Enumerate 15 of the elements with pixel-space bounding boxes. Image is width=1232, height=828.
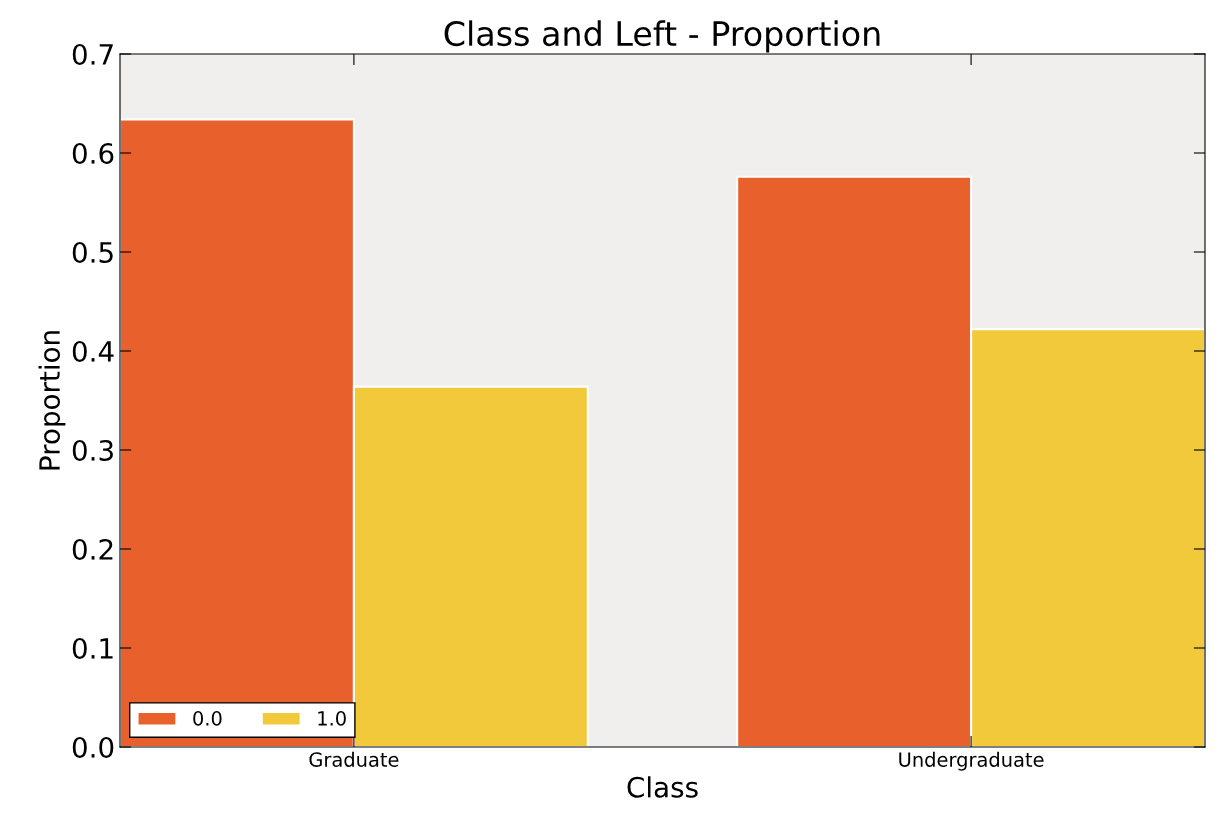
y-tick-label: 0.1 bbox=[72, 637, 113, 659]
x-tick-label: Graduate bbox=[309, 751, 399, 767]
chart-title: Class and Left - Proportion bbox=[444, 20, 880, 53]
x-tick-label: Undergraduate bbox=[899, 751, 1044, 771]
y-tick-label: 0.7 bbox=[72, 43, 113, 65]
y-tick-label: 0.4 bbox=[72, 340, 114, 362]
legend-label: 0.0 bbox=[193, 711, 222, 726]
y-tick-label: 0.2 bbox=[72, 538, 113, 560]
y-tick-label: 0.5 bbox=[72, 241, 113, 263]
y-tick-label: 0.3 bbox=[72, 439, 113, 461]
y-tick-label: 0.0 bbox=[72, 736, 114, 758]
x-axis-title: Class bbox=[627, 776, 698, 798]
y-tick-label: 0.6 bbox=[72, 142, 114, 164]
y-axis-title: Proportion bbox=[38, 331, 66, 470]
legend-label: 1.0 bbox=[318, 711, 346, 726]
